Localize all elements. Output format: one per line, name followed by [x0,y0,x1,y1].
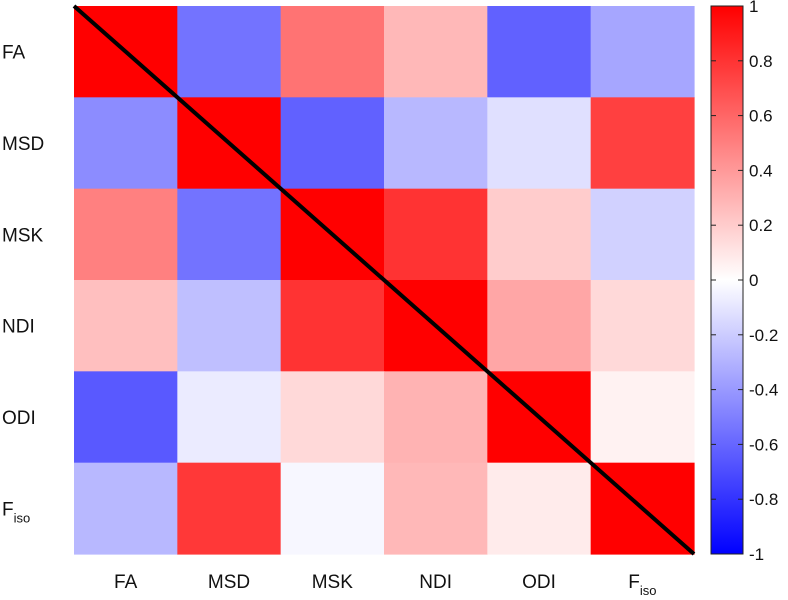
column-label: Fiso [628,572,656,598]
column-label: NDI [419,572,452,593]
row-label: MSK [2,225,44,246]
colorbar-tick-label: -0.8 [749,490,778,509]
heatmap-cell [384,6,488,98]
heatmap-cell [487,97,592,190]
colorbar-tick-label: 0.4 [749,161,773,180]
heatmap-cell [74,371,178,464]
column-label: MSK [312,572,354,593]
heatmap-cell [487,280,592,372]
heatmap-cell [487,462,592,555]
heatmap-cell [384,188,488,281]
heatmap-cell [590,280,695,372]
heatmap-cell [74,280,178,372]
column-label: ODI [522,572,556,593]
heatmap-cell [590,97,695,190]
heatmap-cell [177,280,282,372]
heatmap-cell [177,462,282,555]
colorbar-tick-label: -0.2 [749,326,778,345]
heatmap-cell [177,188,282,281]
colorbar-tick-label: 0.8 [749,52,773,71]
heatmap-cell [280,462,385,555]
heatmap-cell [487,6,592,98]
row-labels: FA MSD MSK NDI ODI Fiso [2,43,44,526]
heatmap-cell [280,371,385,464]
heatmap-cell [74,97,178,190]
row-label: Fiso [2,499,30,525]
heatmap-cell [280,6,385,98]
heatmap-cells [74,6,695,555]
colorbar-tick-label: -0.4 [749,381,778,400]
heatmap-cell [384,97,488,190]
colorbar-tick-label: -1 [749,545,764,564]
row-label: ODI [2,408,36,429]
colorbar-tick-label: 0.6 [749,107,773,126]
row-label: NDI [2,317,35,338]
heatmap-cell [177,6,282,98]
colorbar-ticks: 1 0.8 0.6 0.4 0.2 0 -0.2 -0.4 -0.6 -0.8 -1 [711,0,778,564]
column-labels: FA MSD MSK NDI ODI Fiso [114,572,656,598]
diagonal-line [72,4,696,556]
heatmap-cell [590,371,695,464]
column-label: FA [114,572,138,593]
heatmap-cell [280,97,385,190]
row-label: FA [2,43,26,64]
heatmap-cell [74,188,178,281]
heatmap-cell [590,6,695,98]
heatmap-cell [487,188,592,281]
heatmap-cell [590,188,695,281]
heatmap-cell [177,371,282,464]
heatmap-cell [384,462,488,555]
colorbar-tick-label: 0 [749,271,758,290]
heatmap-cell [384,371,488,464]
colorbar-tick-label: -0.6 [749,435,778,454]
column-label: MSD [208,572,250,593]
colorbar-tick-label: 0.2 [749,216,773,235]
colorbar-tick-label: 1 [749,0,758,16]
heatmap-cell [74,462,178,555]
heatmap-cell [280,280,385,372]
row-label: MSD [2,134,44,155]
